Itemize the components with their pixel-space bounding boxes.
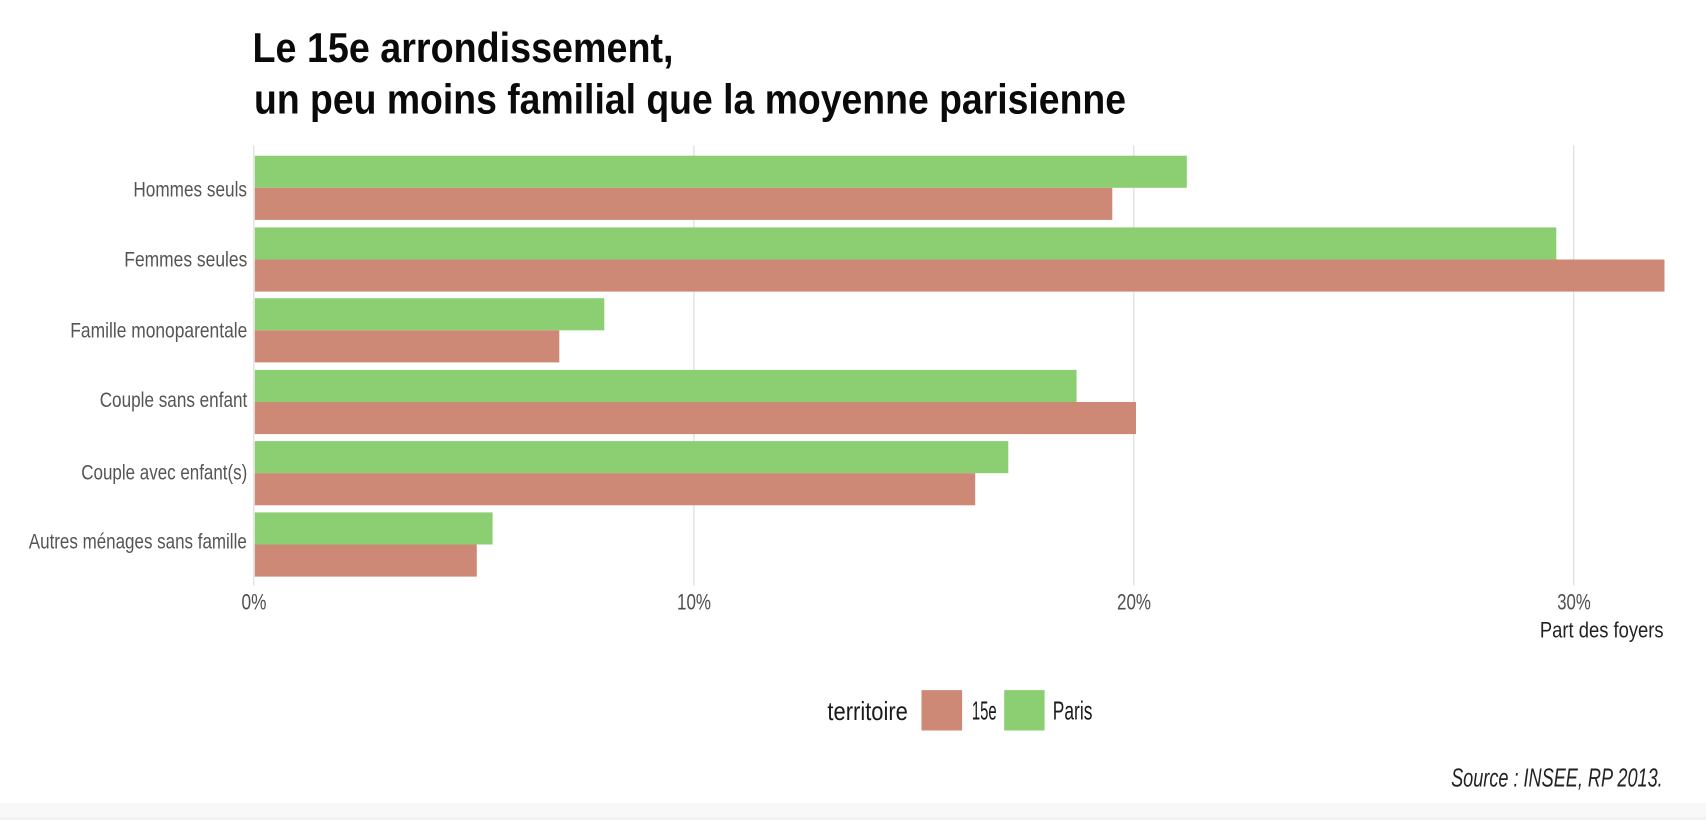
svg-text:un peu moins familial que la m: un peu moins familial que la moyenne par… bbox=[254, 76, 1126, 123]
svg-text:Autres ménages sans famille: Autres ménages sans famille bbox=[29, 530, 247, 554]
svg-text:Paris: Paris bbox=[1053, 696, 1093, 726]
svg-text:Couple avec enfant(s): Couple avec enfant(s) bbox=[81, 460, 247, 484]
svg-text:Hommes seuls: Hommes seuls bbox=[133, 178, 247, 202]
svg-text:20%: 20% bbox=[1117, 589, 1151, 614]
svg-text:0%: 0% bbox=[242, 589, 267, 614]
svg-text:territoire: territoire bbox=[827, 696, 908, 726]
svg-text:Le 15e arrondissement,: Le 15e arrondissement, bbox=[253, 24, 674, 71]
svg-text:Part des foyers: Part des foyers bbox=[1540, 618, 1664, 643]
svg-text:10%: 10% bbox=[677, 589, 711, 614]
svg-text:Source : INSEE, RP 2013.: Source : INSEE, RP 2013. bbox=[1451, 763, 1663, 793]
svg-text:30%: 30% bbox=[1557, 589, 1591, 614]
svg-text:15e: 15e bbox=[972, 696, 997, 726]
svg-text:Femmes seules: Femmes seules bbox=[124, 248, 247, 272]
svg-text:Famille monoparentale: Famille monoparentale bbox=[70, 319, 247, 343]
svg-text:Couple sans enfant: Couple sans enfant bbox=[100, 388, 248, 412]
